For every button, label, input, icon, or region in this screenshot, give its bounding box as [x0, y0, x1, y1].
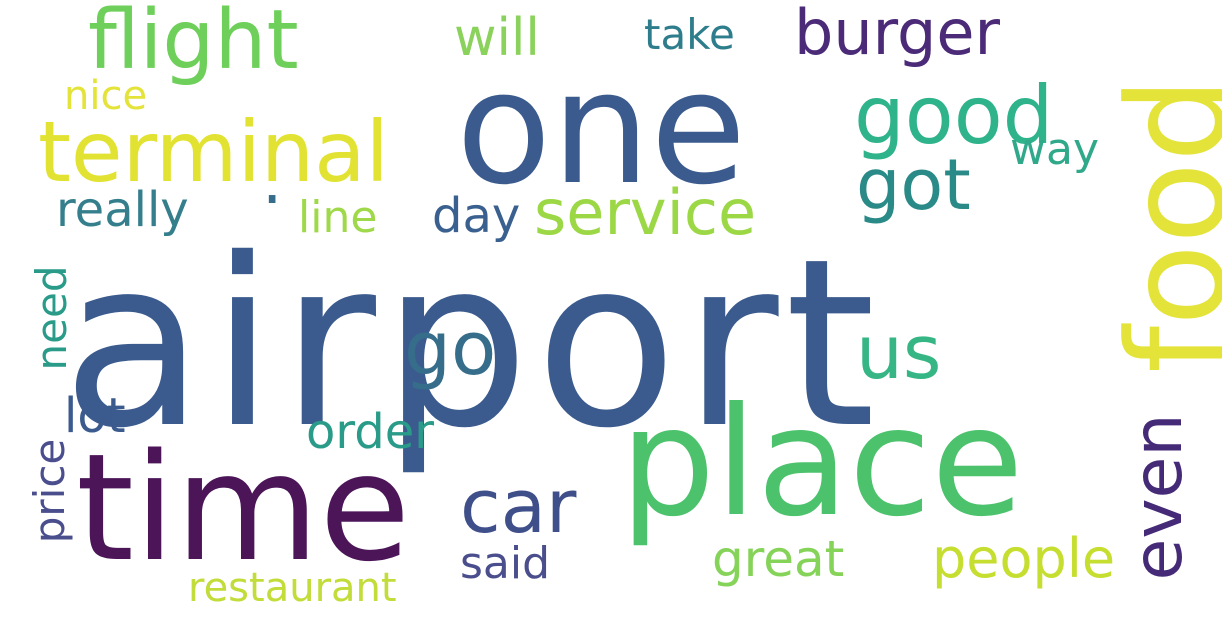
- word-time: time: [76, 422, 411, 594]
- word-lot: lot: [64, 388, 126, 444]
- word-nice: nice: [64, 73, 148, 119]
- word-great: great: [712, 530, 845, 588]
- word-airport: airport: [62, 209, 882, 479]
- word-people: people: [932, 527, 1116, 590]
- word-really: really: [56, 182, 189, 238]
- word-burger: burger: [794, 0, 1001, 69]
- word-line: line: [298, 192, 378, 243]
- word-price: price: [25, 438, 74, 544]
- word-service: service: [534, 176, 757, 249]
- word-way: way: [1010, 124, 1099, 175]
- word-take: take: [644, 10, 735, 59]
- word-need: need: [27, 265, 76, 371]
- word-one: one: [456, 37, 747, 219]
- word-dot: .: [262, 145, 283, 219]
- word-flight: flight: [88, 0, 299, 88]
- word-got: got: [856, 144, 971, 226]
- word-good: good: [854, 69, 1054, 162]
- word-car: car: [460, 464, 577, 550]
- word-even: even: [1119, 413, 1198, 581]
- word-will: will: [454, 8, 540, 68]
- word-day: day: [432, 188, 521, 244]
- word-us: us: [856, 310, 942, 396]
- word-restaurant: restaurant: [188, 565, 397, 611]
- word-terminal: terminal: [38, 103, 389, 201]
- word-place: place: [620, 376, 1024, 550]
- word-order: order: [306, 404, 434, 460]
- word-go: go: [404, 306, 497, 392]
- word-said: said: [460, 538, 551, 589]
- word-food: food: [1099, 76, 1222, 374]
